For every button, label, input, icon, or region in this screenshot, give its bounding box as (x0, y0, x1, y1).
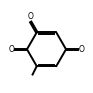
Text: O: O (79, 45, 84, 54)
Text: O: O (9, 45, 14, 54)
Text: O: O (27, 12, 33, 21)
